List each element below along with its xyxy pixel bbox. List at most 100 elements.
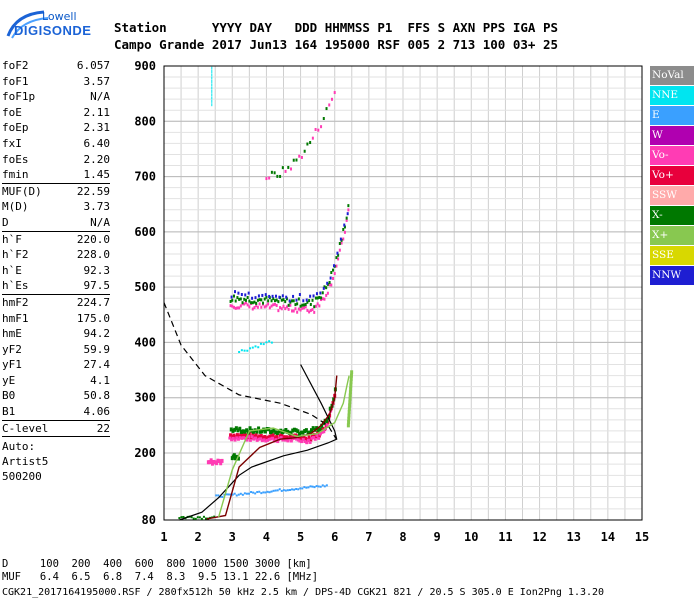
noise-echo [211,96,213,100]
e-region-echo [307,486,310,489]
x-tick-label: 7 [365,530,372,544]
x-trace-echo [349,376,353,381]
es-echo [215,461,219,466]
multihop-echo [280,298,283,302]
o-trace-echo [271,433,275,438]
multihop-echo [300,155,303,159]
multihop-echo [236,306,239,310]
x-trace-echo [325,419,329,424]
x-trace-echo [248,426,252,431]
o-trace-echo [304,436,308,441]
multihop-echo [323,285,326,289]
multihop-echo [311,298,314,302]
multihop-echo [303,149,306,153]
multihop-echo [320,296,323,300]
noise-echo [211,66,213,70]
multihop-echo [234,299,237,303]
multihop-echo [288,299,291,303]
noise-echo [270,341,273,344]
multihop-echo [284,169,287,173]
x-trace-echo [284,427,288,432]
param-row: MUF(D) 22.59 [2,182,110,200]
o-trace-echo [271,436,275,440]
multihop-echo [278,295,281,299]
noise-echo [268,340,271,343]
o-trace-echo [303,439,307,443]
multihop-echo [325,107,328,111]
x-trace-echo [243,429,247,434]
multihop-echo [314,127,317,131]
param-name: h`E [2,263,22,277]
x-trace-echo [294,428,298,433]
param-row: h`E 92.3 [2,263,110,279]
multihop-echo [287,303,290,307]
o-trace-echo [248,438,252,442]
o-trace-echo [260,439,264,443]
multihop-echo [261,293,264,297]
o-trace-echo [259,437,263,441]
o-trace-echo [233,438,237,442]
multihop-echo [295,298,298,302]
o-trace-echo [312,436,316,440]
e-region-echo [280,489,283,492]
multihop-echo [309,141,312,145]
multihop-echo [250,301,253,305]
y-tick-label: 900 [134,59,156,73]
e-region-echo [325,484,328,487]
o-trace-echo [269,437,273,441]
x-trace-echo [301,430,305,435]
e-region-echo [323,485,326,488]
es-echo [236,456,240,461]
multihop-echo [308,299,311,303]
multihop-echo [256,305,259,309]
e-region-echo [284,489,287,492]
param-row: M(D) 3.73 [2,199,110,215]
multihop-echo [302,303,305,307]
legend-item: Vo+ [650,166,694,185]
param-name: C-level [2,421,49,435]
multihop-echo [247,291,250,295]
legend-item: SSW [650,186,694,205]
o-trace-echo [228,436,232,440]
multihop-echo [342,237,345,241]
param-name: h`F [2,232,22,246]
multihop-echo [316,302,319,306]
param-row: h`Es 97.5 [2,278,110,294]
e-region-echo [250,491,253,494]
multihop-echo [328,103,331,107]
multihop-echo [279,306,282,310]
e-region-echo [286,489,289,492]
header-line-1: Station YYYY DAY DDD HHMMSS P1 FFS S AXN… [114,20,559,35]
multihop-echo [291,309,294,313]
x-trace-echo [240,429,244,434]
multihop-echo [320,298,323,302]
multihop-echo [342,227,345,231]
multihop-echo [311,136,314,140]
multihop-echo [268,306,271,310]
e-region-echo [196,516,199,519]
o-trace-echo [306,438,310,442]
multihop-echo [256,298,259,302]
o-trace-echo [288,434,292,439]
multihop-echo [292,294,295,298]
e-region-echo [278,488,281,491]
x-trace-echo [287,430,291,435]
x-trace-echo [299,430,303,435]
param-name: foE [2,105,22,119]
multihop-echo [332,277,335,281]
o-trace-echo [257,437,261,441]
x-trace-echo [309,428,313,433]
o-trace-echo [278,434,282,439]
legend-item: Vo- [650,146,694,165]
multihop-echo [251,296,254,300]
scaled-parameters: foF2 6.057 foF1 3.57 foF1p N/A foE 2.11 foEp… [2,58,110,484]
multihop-echo [311,308,314,312]
param-name: yF2 [2,342,22,356]
o-trace-echo [298,439,302,443]
param-row: h`F2 228.0 [2,247,110,263]
e-region-echo [204,517,207,520]
x-trace-echo [274,430,278,435]
o-trace-echo [258,434,262,439]
e-region-echo [313,486,316,489]
noise-echo [262,343,265,346]
